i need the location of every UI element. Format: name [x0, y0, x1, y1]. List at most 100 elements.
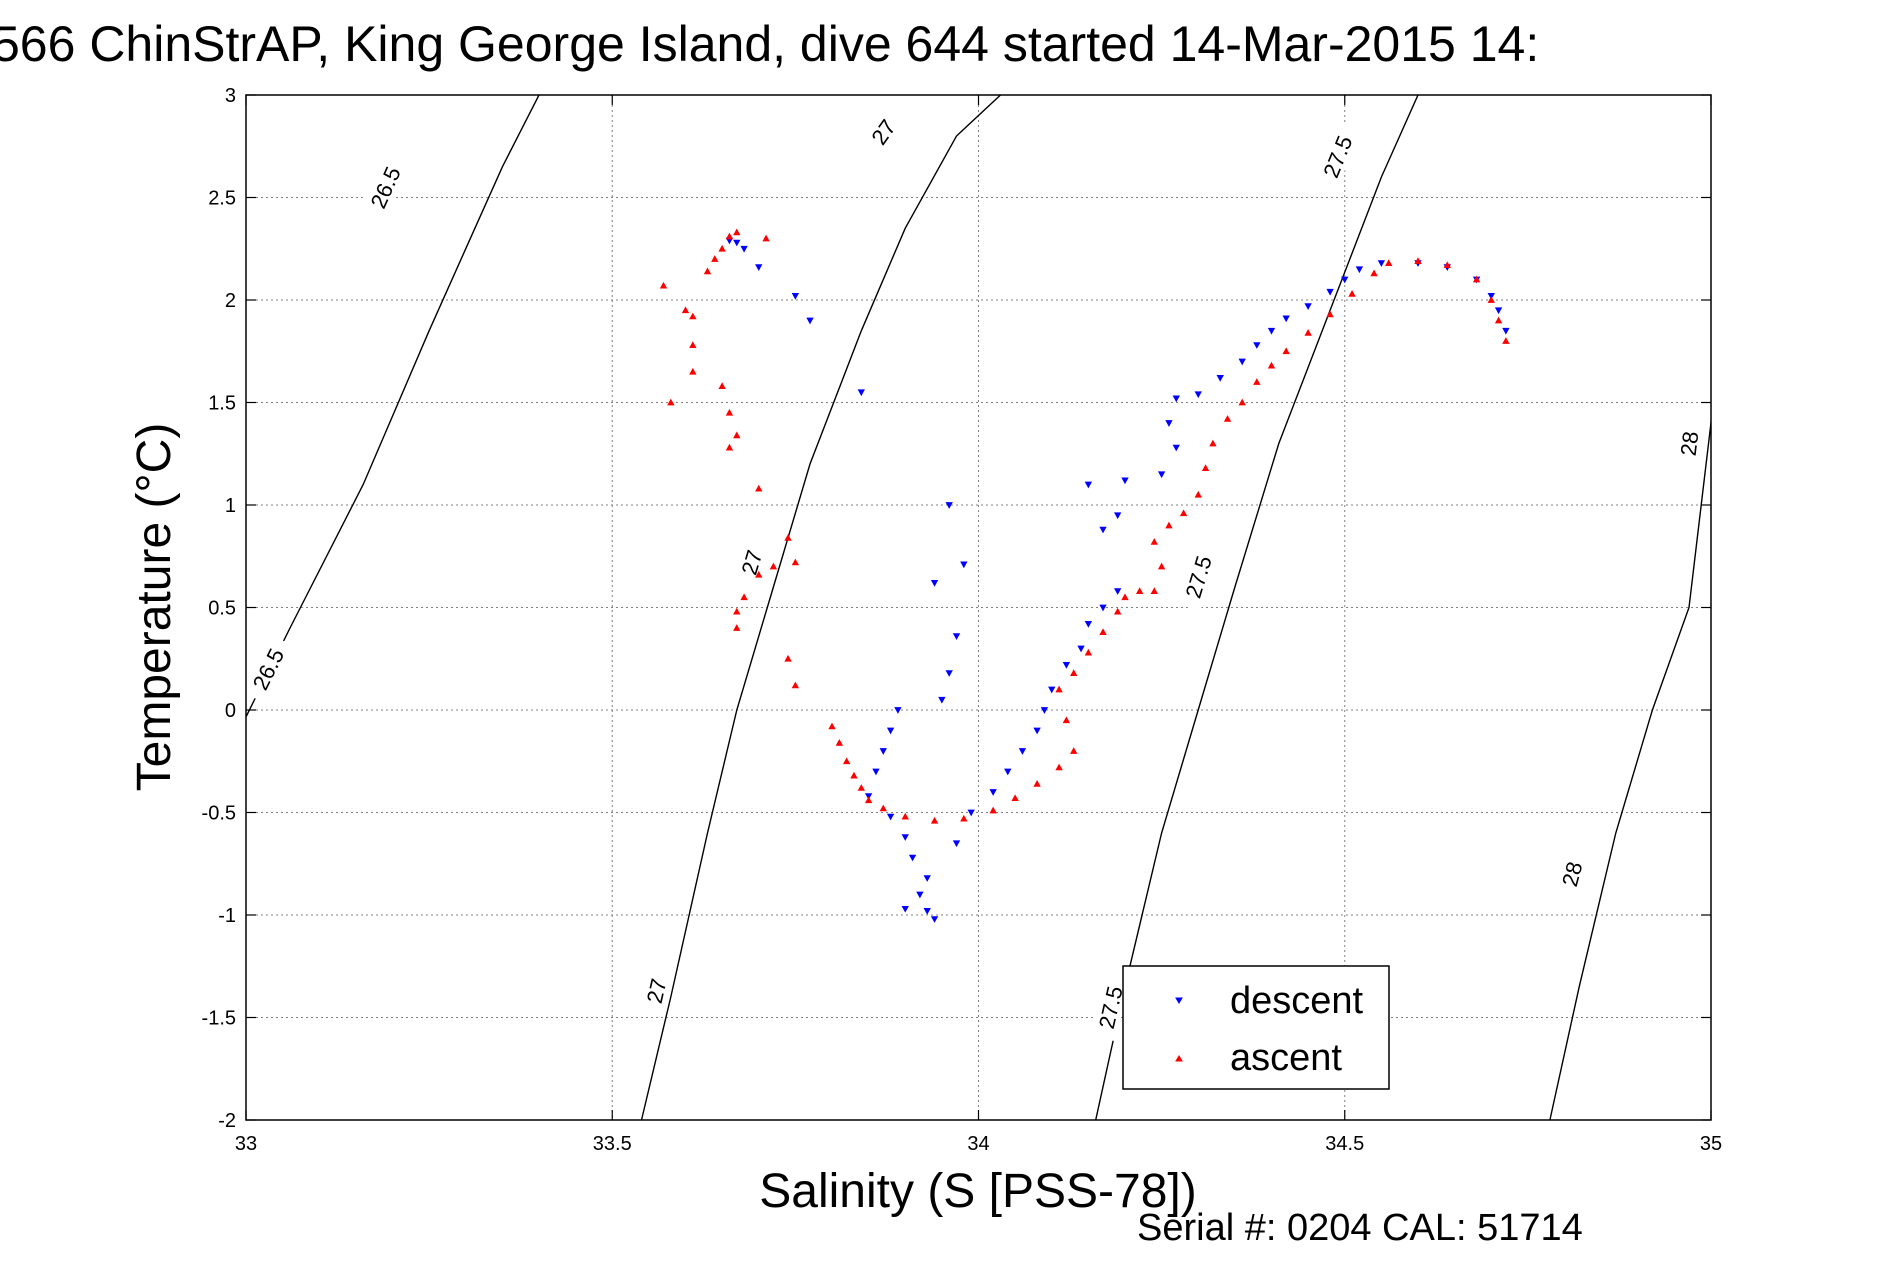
ascent-point	[1370, 269, 1378, 277]
contour-label-27-5: 27.5	[1312, 121, 1361, 191]
ascent-point	[725, 408, 734, 416]
descent-point	[1114, 588, 1122, 595]
descent-point	[1216, 374, 1224, 382]
ascent-point	[1494, 316, 1503, 324]
y-tick-label: -1.5	[202, 1008, 236, 1030]
ascent-point	[769, 562, 778, 570]
ascent-point	[718, 382, 726, 390]
descent-point	[908, 854, 917, 862]
descent-point	[1084, 621, 1093, 628]
descent-point	[791, 292, 800, 300]
descent-point	[1172, 444, 1180, 452]
descent-point	[1502, 327, 1510, 335]
ascent-point	[1253, 378, 1261, 385]
ascent-point	[930, 816, 939, 824]
descent-point	[1033, 727, 1041, 735]
ascent-point	[689, 341, 697, 349]
descent-point	[1253, 342, 1261, 349]
ascent-point	[857, 784, 865, 791]
density-contours	[246, 95, 1711, 1120]
descent-point	[1062, 662, 1071, 669]
descent-point	[1487, 292, 1495, 300]
descent-point	[989, 789, 997, 796]
ascent-point	[1201, 464, 1210, 472]
contour-label-background	[1553, 852, 1589, 896]
ascent-point	[1150, 587, 1158, 594]
ascent-point	[828, 722, 836, 730]
descent-point	[916, 891, 924, 899]
descent-point	[930, 916, 939, 923]
legend-ascent-marker	[1175, 1055, 1183, 1062]
ascent-point	[755, 484, 763, 492]
ascent-point	[733, 431, 741, 439]
ascent-point	[1348, 290, 1356, 297]
contour-label-background	[1672, 422, 1704, 464]
ascent-point	[1011, 794, 1019, 802]
ascent-point	[1443, 261, 1451, 269]
ascent-point	[733, 228, 741, 236]
ascent-point	[784, 533, 792, 541]
contour-label-27-5: 27.5	[1175, 542, 1219, 611]
descent-point	[952, 840, 961, 848]
ascent-point	[725, 232, 734, 240]
descent-point	[938, 696, 946, 704]
ascent-point	[791, 558, 800, 566]
ascent-point	[1055, 685, 1063, 693]
descent-point	[945, 670, 953, 677]
ascent-point	[755, 570, 763, 578]
ascent-point	[740, 593, 748, 601]
ascent-point	[1304, 328, 1312, 336]
legend-descent-label: descent	[1230, 980, 1364, 1022]
descent-point	[886, 727, 895, 735]
contour-label-27: 27	[860, 108, 905, 155]
contour-label-background	[860, 108, 905, 155]
contour-label-28: 28	[1553, 852, 1589, 896]
ascent-point	[733, 624, 741, 631]
descent-point	[1099, 526, 1107, 534]
contour-label-text: 27	[642, 976, 672, 1005]
ascent-point	[850, 771, 858, 779]
ascent-point	[1179, 509, 1188, 517]
descent-point	[1377, 260, 1386, 267]
ascent-point	[835, 738, 843, 746]
descent-point	[1355, 266, 1364, 274]
descent-point	[755, 264, 763, 272]
y-tick-label: -0.5	[202, 803, 236, 825]
descent-point	[1040, 707, 1049, 714]
contour-label-background	[1312, 121, 1361, 191]
contour-label-26-5: 26.5	[241, 634, 294, 703]
ascent-point	[1033, 779, 1041, 787]
contour-line-27	[640, 95, 1001, 1120]
ascent-point	[1267, 361, 1276, 369]
descent-point	[1494, 307, 1503, 315]
ascent-point	[667, 398, 675, 406]
ascent-point	[1487, 296, 1495, 303]
descent-point	[1018, 748, 1027, 755]
x-tick-label: 34	[967, 1133, 989, 1155]
ascent-point	[791, 681, 800, 689]
descent-point	[952, 633, 961, 641]
ascent-point	[1062, 716, 1071, 724]
descent-point	[740, 245, 748, 253]
x-tick-label: 35	[1700, 1133, 1722, 1155]
ascent-point	[718, 244, 726, 252]
descent-point	[1048, 686, 1056, 694]
descent-point	[1194, 391, 1202, 399]
y-tick-label: 3	[225, 85, 236, 107]
contour-label-background	[359, 152, 410, 222]
descent-point	[886, 813, 895, 821]
ascent-point	[1099, 628, 1107, 635]
descent-point	[1282, 315, 1290, 323]
ascent-point	[1282, 347, 1290, 355]
ascent-point	[1150, 538, 1158, 545]
descent-point	[1114, 512, 1122, 520]
descent-point	[967, 809, 975, 817]
ascent-point	[864, 796, 873, 804]
ascent-point	[842, 757, 851, 765]
axis-ticks: 33 33.5 34 34.5 35 3 2.5 2 1.5 1 0.5 0 -0.5 -1 -1.5 -2	[202, 85, 1723, 1155]
contour-label-text: 28	[1676, 430, 1704, 457]
descent-point	[945, 502, 953, 509]
legend-ascent-label: ascent	[1230, 1037, 1342, 1079]
descent-point	[1077, 645, 1085, 653]
descent-point	[901, 834, 909, 841]
